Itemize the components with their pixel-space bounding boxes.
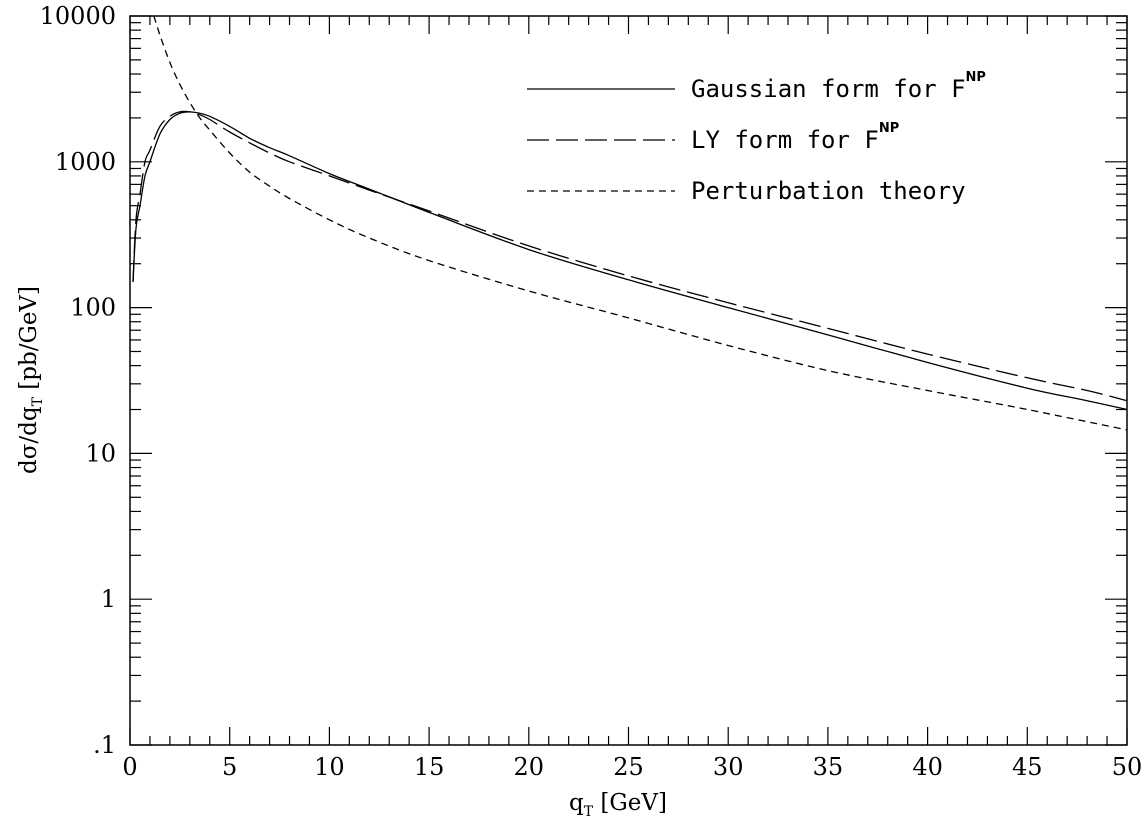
legend-label-0: Gaussian form for FNP [691,70,986,103]
series-line-2 [153,15,1128,431]
y-tick-label: 10 [85,439,116,467]
y-tick-label: 100 [70,294,116,322]
y-tick-label: 1 [101,585,116,613]
x-tick-label: 0 [122,753,137,781]
tick-labels: 0 5 10 15 20 25 30 35 40 45 50 .1 1 10 100 1000 10000 [40,2,1143,781]
y-tick-label: 1000 [55,148,116,176]
y-tick-label: 10000 [40,2,116,30]
x-tick-label: 5 [222,753,237,781]
x-tick-label: 45 [1012,753,1043,781]
y-axis-title: dσ/dqT [pb/GeV] [16,286,46,474]
y-tick-label: .1 [93,731,116,759]
x-axis-title: qT [GeV] [569,790,667,819]
x-tick-label: 25 [613,753,644,781]
x-tick-label: 30 [713,753,744,781]
x-tick-label: 35 [813,753,844,781]
x-tick-label: 15 [414,753,445,781]
x-tick-label: 20 [514,753,545,781]
x-tick-label: 50 [1112,753,1143,781]
plot-frame [129,15,1128,746]
legend-label-1: LY form for FNP [691,121,899,154]
axis-ticks [129,15,1128,746]
plot-area [129,15,1128,746]
x-tick-label: 40 [912,753,943,781]
series-lines [132,15,1128,431]
legend: Gaussian form for FNP LY form for FNP Pert… [527,70,986,205]
x-tick-label: 10 [314,753,345,781]
series-line-1 [132,110,1128,402]
series-line-0 [132,111,1128,411]
legend-label-2: Perturbation theory [691,177,966,205]
